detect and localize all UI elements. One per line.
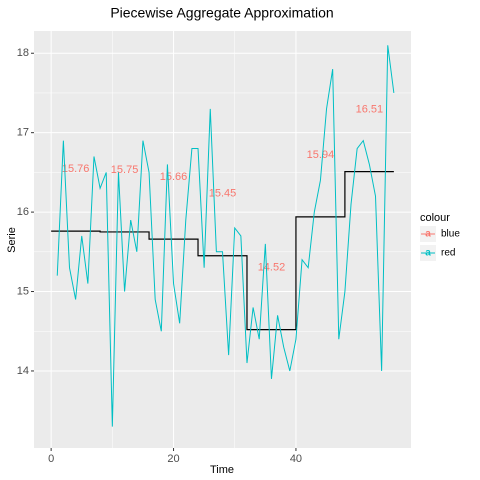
paa-label: 14.52 bbox=[258, 262, 286, 274]
plot-background bbox=[34, 31, 411, 448]
chart-title: Piecewise Aggregate Approximation bbox=[110, 5, 333, 21]
legend-key-glyph: a bbox=[425, 248, 431, 259]
y-tick-label: 17 bbox=[17, 127, 29, 139]
y-tick-label: 14 bbox=[17, 365, 29, 377]
y-tick-label: 15 bbox=[17, 285, 29, 297]
legend-label: blue bbox=[441, 229, 460, 240]
series-line bbox=[56, 45, 395, 427]
y-tick-label: 16 bbox=[17, 206, 29, 218]
y-axis-title: Serie bbox=[6, 227, 18, 253]
paa-label: 15.94 bbox=[307, 149, 335, 161]
paa-label: 16.51 bbox=[356, 103, 384, 115]
paa-label: 15.76 bbox=[62, 163, 90, 175]
legend-label: red bbox=[441, 248, 455, 259]
paa-label: 15.66 bbox=[160, 171, 188, 183]
x-tick-label: 40 bbox=[290, 453, 302, 465]
x-tick-label: 0 bbox=[48, 453, 54, 465]
legend-title: colour bbox=[420, 212, 450, 224]
x-tick-label: 20 bbox=[167, 453, 179, 465]
y-tick-label: 18 bbox=[17, 47, 29, 59]
paa-label: 15.75 bbox=[111, 164, 139, 176]
paa-label: 15.45 bbox=[209, 188, 237, 200]
x-axis-title: Time bbox=[210, 464, 234, 476]
legend-key-glyph: a bbox=[425, 229, 431, 240]
